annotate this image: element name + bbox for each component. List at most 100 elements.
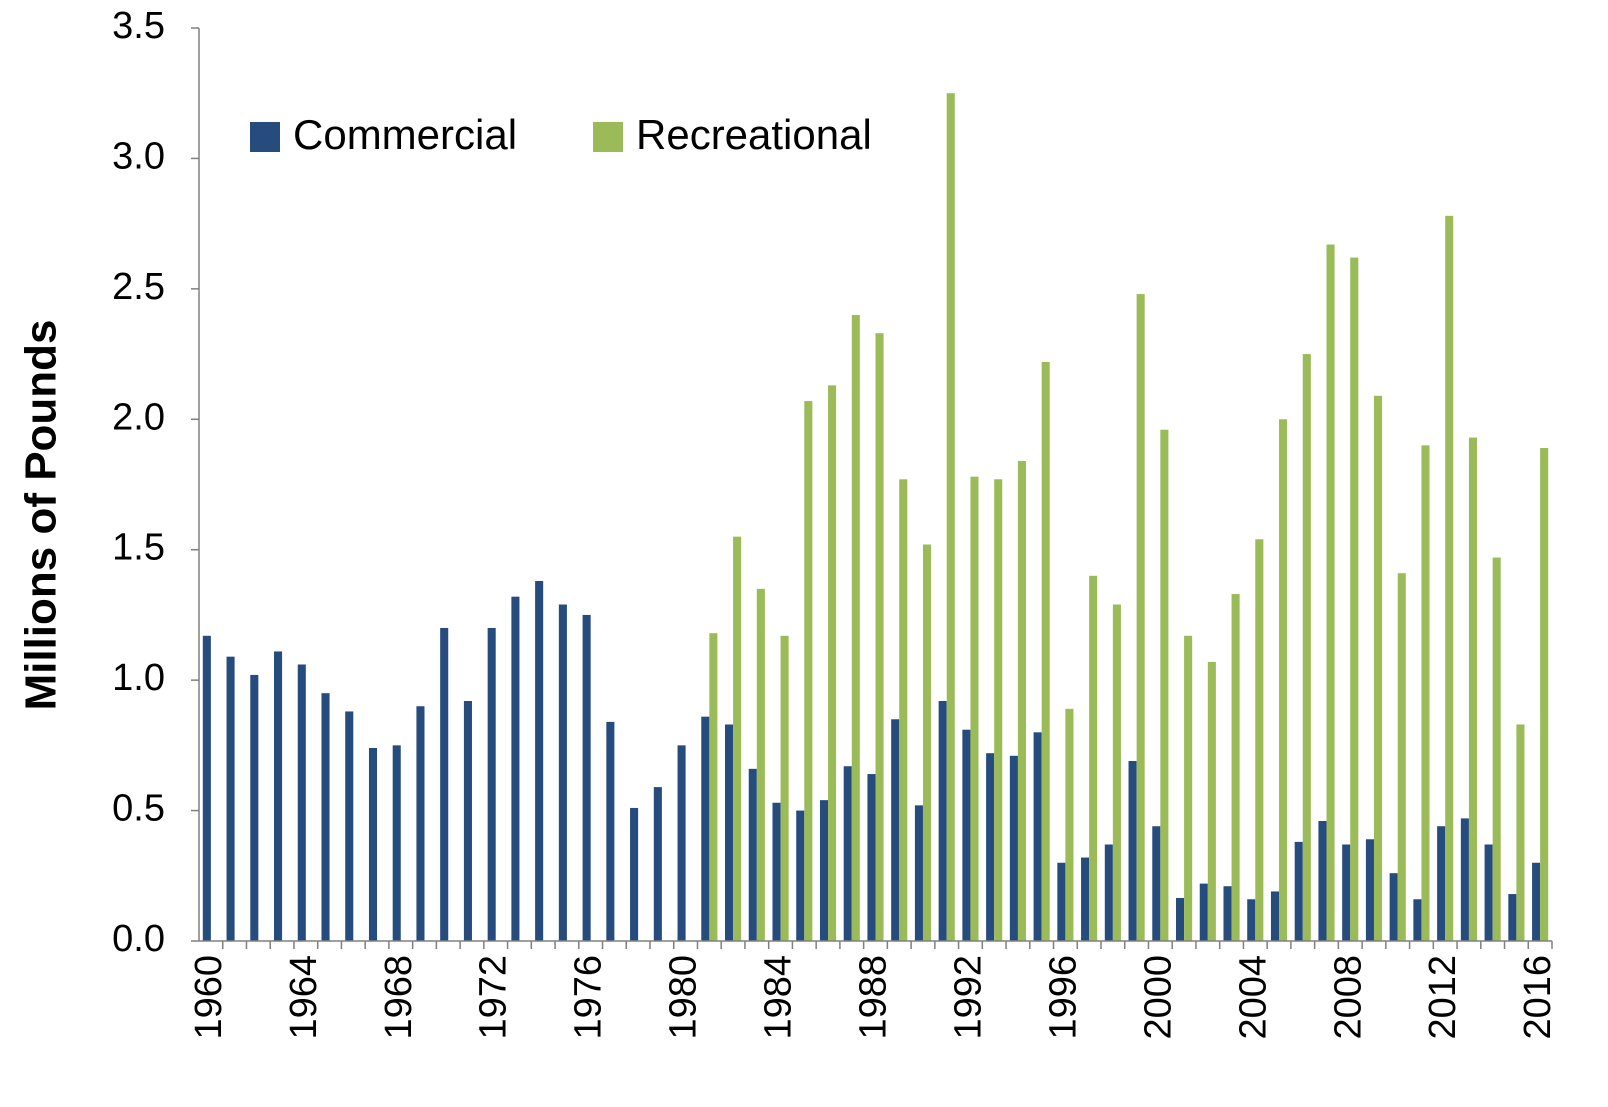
x-tick-label: 1984 — [758, 955, 800, 1040]
bar — [1413, 899, 1422, 941]
bar — [819, 800, 829, 941]
bar — [986, 753, 995, 941]
bar — [843, 766, 852, 941]
bar — [922, 544, 932, 941]
x-tick-label: 2008 — [1327, 955, 1369, 1040]
x-tick-label: 1968 — [378, 955, 420, 1040]
bar — [970, 476, 979, 941]
bar — [392, 745, 401, 941]
bar — [1540, 447, 1549, 941]
legend-swatch — [593, 122, 623, 152]
bar — [274, 651, 283, 941]
y-tick-label: 1.0 — [112, 657, 165, 699]
bar — [1350, 257, 1359, 941]
bar — [630, 807, 639, 941]
bar — [1532, 862, 1541, 941]
bar — [804, 401, 813, 941]
bar — [796, 810, 805, 941]
bar — [1033, 732, 1042, 941]
bar — [899, 479, 908, 941]
bar — [250, 674, 259, 941]
bar — [606, 721, 615, 941]
bar — [1247, 899, 1256, 941]
x-tick-label: 2004 — [1232, 955, 1274, 1040]
bar — [1294, 841, 1303, 941]
bar — [1373, 395, 1383, 941]
legend-swatch — [250, 122, 280, 152]
bar — [321, 693, 330, 941]
bar — [226, 656, 235, 941]
bar — [1089, 575, 1098, 941]
bar — [1365, 839, 1374, 941]
bar — [725, 724, 734, 941]
bar — [828, 385, 837, 942]
bar — [511, 596, 520, 941]
bar — [946, 93, 955, 941]
bar — [891, 719, 900, 941]
bar — [558, 604, 567, 941]
x-tick-label: 1960 — [188, 955, 230, 1040]
bar — [709, 633, 718, 941]
bar — [1492, 557, 1501, 941]
bar — [582, 614, 591, 941]
bar — [1128, 761, 1137, 941]
x-tick-label: 1964 — [283, 955, 325, 1040]
bar — [1389, 873, 1398, 941]
bar — [368, 747, 378, 941]
bar — [1318, 821, 1327, 941]
bar — [487, 627, 496, 941]
y-tick-label: 1.5 — [112, 527, 165, 569]
bar — [1460, 818, 1469, 941]
bar — [1255, 539, 1264, 941]
bar — [653, 787, 662, 941]
y-tick-label: 0.5 — [112, 788, 165, 830]
bar — [875, 333, 884, 941]
bar — [463, 701, 472, 941]
x-tick-label: 2016 — [1517, 955, 1559, 1040]
bar — [1041, 361, 1050, 941]
x-tick-label: 2000 — [1137, 955, 1179, 1040]
bar — [535, 581, 544, 941]
bar — [1152, 826, 1161, 941]
bar — [994, 479, 1003, 941]
y-tick-label: 3.5 — [112, 5, 165, 47]
bar — [1437, 826, 1446, 941]
bar — [1279, 419, 1288, 941]
bar — [1176, 897, 1185, 941]
bar — [962, 729, 971, 941]
bar — [416, 706, 425, 941]
x-tick-label: 1992 — [947, 955, 989, 1040]
bar — [345, 711, 354, 941]
bar — [297, 664, 306, 941]
bar — [1065, 708, 1074, 941]
bar — [748, 768, 757, 941]
bar — [914, 805, 923, 941]
bar — [440, 627, 449, 941]
x-tick-label: 1996 — [1042, 955, 1084, 1040]
x-tick-label: 1972 — [473, 955, 515, 1040]
bar — [1326, 244, 1335, 942]
bar — [733, 536, 742, 941]
bar — [756, 588, 765, 941]
bar — [1136, 294, 1145, 941]
bar — [1009, 755, 1018, 941]
bar — [1516, 724, 1525, 941]
legend-label: Commercial — [293, 111, 517, 158]
y-tick-label: 2.0 — [112, 396, 165, 438]
x-tick-label: 2012 — [1422, 955, 1464, 1040]
bar — [1445, 215, 1454, 941]
legend-label: Recreational — [636, 111, 872, 158]
bar — [1017, 461, 1026, 941]
bar — [1421, 445, 1430, 941]
bar — [780, 635, 789, 941]
bar — [1397, 573, 1406, 941]
y-tick-label: 2.5 — [112, 266, 165, 308]
bar — [701, 716, 710, 941]
y-tick-label: 3.0 — [112, 135, 165, 177]
bar — [1484, 844, 1493, 941]
bar — [677, 745, 686, 941]
bar — [202, 635, 211, 941]
bar — [1184, 635, 1193, 941]
bar — [1199, 883, 1208, 941]
bar — [772, 802, 781, 941]
